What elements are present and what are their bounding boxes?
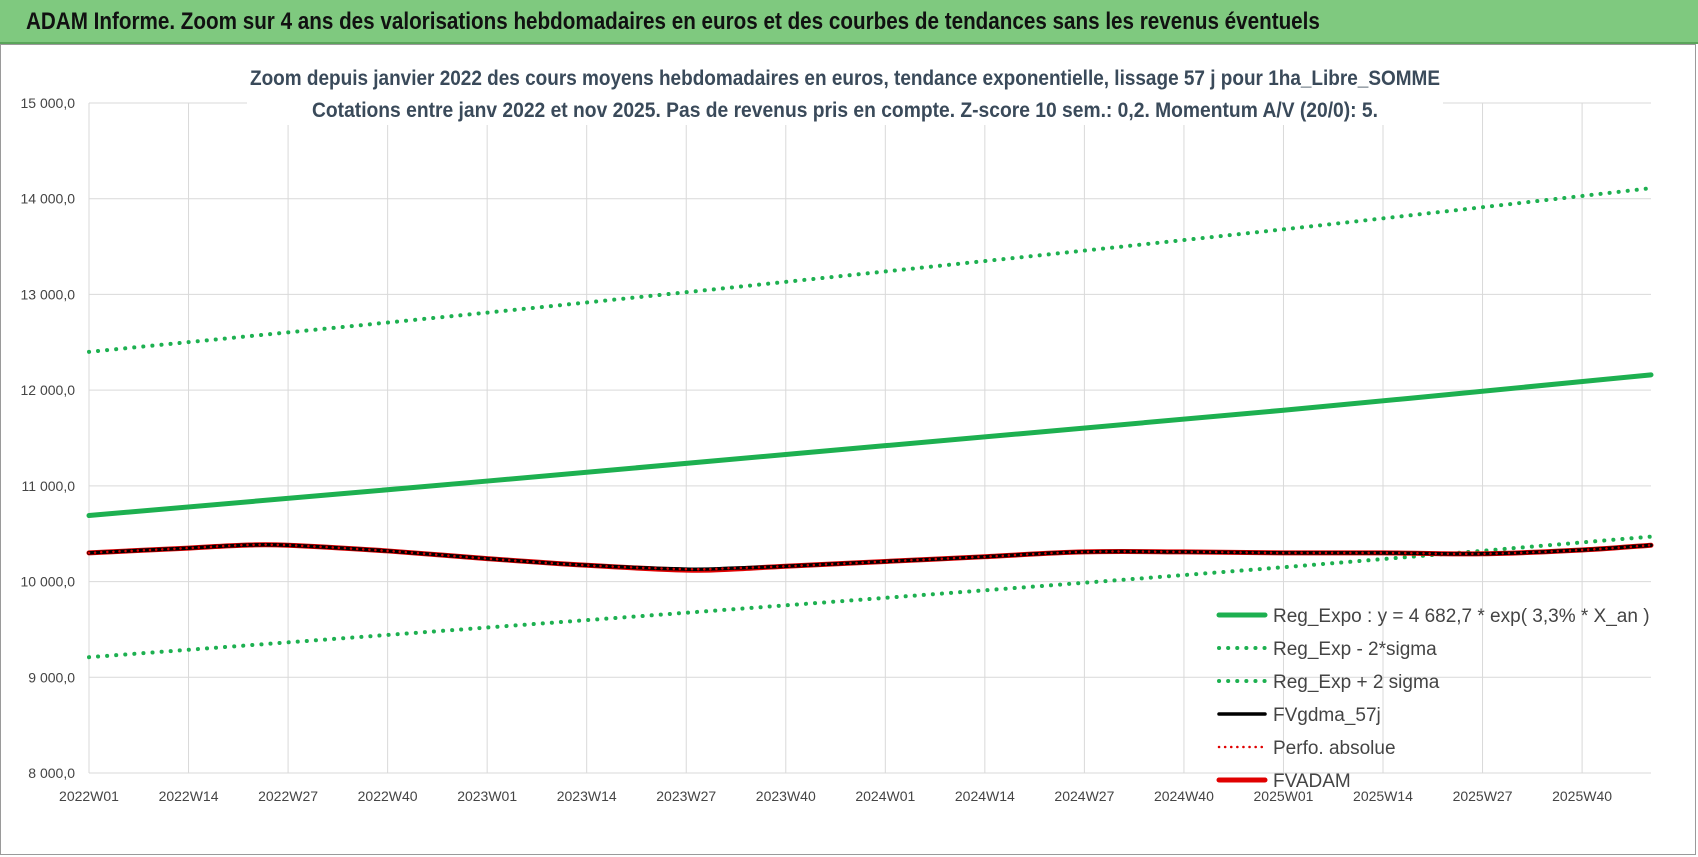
legend-label: Reg_Exp - 2*sigma <box>1273 639 1437 660</box>
chart-frame: 8 000,0 9 000,0 10 000,0 11 000,0 12 000,0 13… <box>0 44 1696 855</box>
x-tick-label: 2025W14 <box>1353 788 1413 804</box>
x-tick-label: 2023W01 <box>457 788 517 804</box>
y-tick-label: 15 000,0 <box>21 95 76 111</box>
series-line-1 <box>87 534 1653 660</box>
x-tick-label: 2022W27 <box>258 788 318 804</box>
x-tick-label: 2024W27 <box>1054 788 1114 804</box>
y-tick-label: 9 000,0 <box>28 669 75 685</box>
chart-title: Zoom depuis janvier 2022 des cours moyen… <box>250 67 1440 90</box>
series-line-0 <box>86 372 1654 519</box>
y-tick-label: 10 000,0 <box>21 574 76 590</box>
report-title: ADAM Informe. Zoom sur 4 ans des valoris… <box>26 8 1320 35</box>
legend-label: FVgdma_57j <box>1273 705 1381 726</box>
x-tick-label: 2022W40 <box>358 788 418 804</box>
legend: Reg_Expo : y = 4 682,7 * exp( 3,3% * X_a… <box>1216 606 1650 792</box>
x-tick-label: 2023W40 <box>756 788 816 804</box>
report-header: ADAM Informe. Zoom sur 4 ans des valoris… <box>0 0 1698 44</box>
series-line-2 <box>87 186 1653 354</box>
x-tick-label: 2024W40 <box>1154 788 1214 804</box>
y-axis: 8 000,0 9 000,0 10 000,0 11 000,0 12 000,0 13… <box>21 95 76 781</box>
y-tick-label: 13 000,0 <box>21 286 76 302</box>
series-line-4 <box>87 543 1653 571</box>
series-line-3 <box>87 542 1653 571</box>
y-tick-label: 12 000,0 <box>21 382 76 398</box>
legend-label: Reg_Exp + 2 sigma <box>1273 672 1440 693</box>
legend-label: Reg_Expo : y = 4 682,7 * exp( 3,3% * X_a… <box>1273 606 1650 627</box>
x-tick-label: 2023W27 <box>656 788 716 804</box>
x-tick-label: 2025W40 <box>1552 788 1612 804</box>
line-chart: 8 000,0 9 000,0 10 000,0 11 000,0 12 000,0 13… <box>21 61 1654 804</box>
legend-label: Perfo. absolue <box>1273 738 1396 759</box>
x-tick-label: 2025W27 <box>1453 788 1513 804</box>
chart-subtitle: Cotations entre janv 2022 et nov 2025. P… <box>312 99 1378 122</box>
y-tick-label: 8 000,0 <box>28 765 75 781</box>
legend-label: FVADAM <box>1273 771 1351 792</box>
y-tick-label: 14 000,0 <box>21 191 76 207</box>
x-tick-label: 2024W14 <box>955 788 1015 804</box>
x-tick-label: 2024W01 <box>855 788 915 804</box>
y-tick-label: 11 000,0 <box>22 478 76 494</box>
x-tick-label: 2023W14 <box>557 788 617 804</box>
x-tick-label: 2025W01 <box>1254 788 1314 804</box>
x-tick-label: 2022W14 <box>159 788 219 804</box>
series-lines <box>86 186 1654 660</box>
x-tick-label: 2022W01 <box>59 788 119 804</box>
x-axis: 2022W01 2022W14 2022W27 2022W40 2023W01 2023W… <box>59 788 1612 804</box>
subtitle-background <box>247 61 1443 125</box>
